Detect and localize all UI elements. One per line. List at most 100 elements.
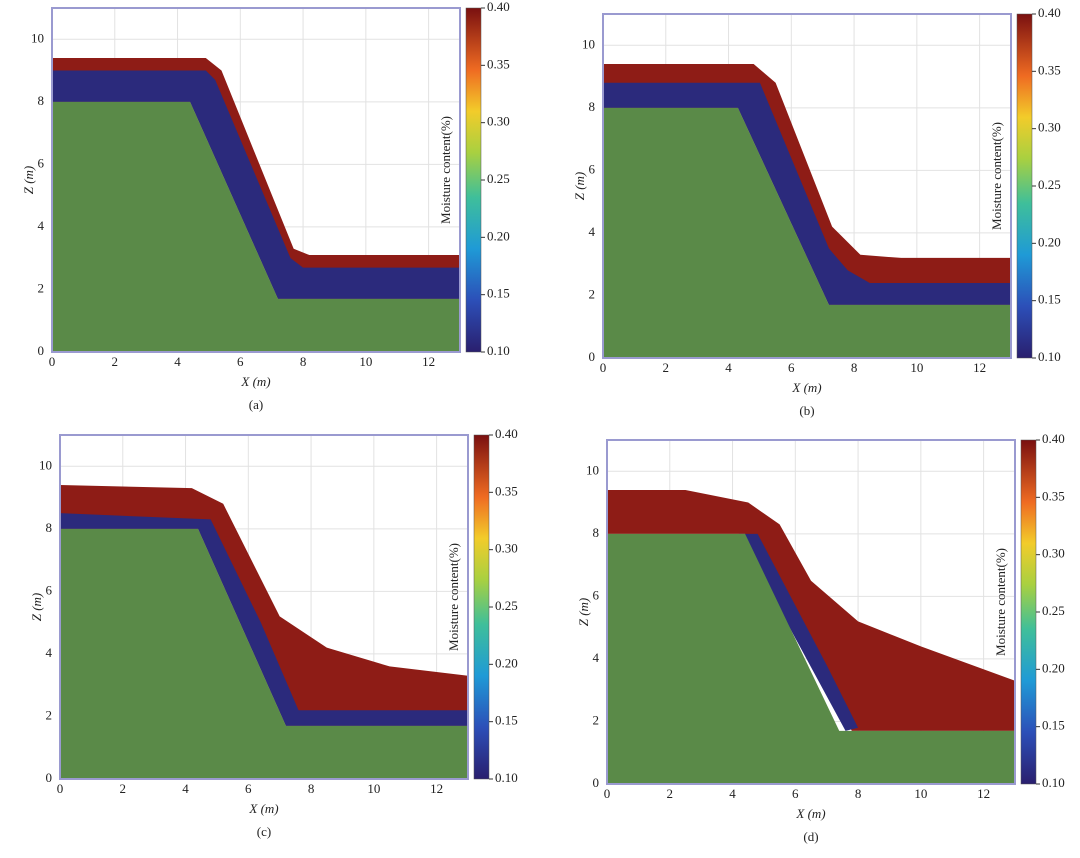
colorbar-tick-label: 0.20 [487,228,510,243]
panel-label: (b) [799,403,814,418]
colorbar-tick-label: 0.10 [1042,775,1065,790]
panel-label: (a) [249,397,263,412]
x-tick-label: 2 [663,360,670,375]
x-tick-label: 4 [182,781,189,796]
colorbar-tick-label: 0.25 [495,598,518,613]
colorbar-tick-label: 0.35 [495,483,518,498]
colorbar-tick-label: 0.15 [495,713,518,728]
colorbar-tick-label: 0.20 [1042,660,1065,675]
colorbar-tick-label: 0.30 [1038,120,1061,135]
colorbar [1020,439,1037,785]
moisture-region [52,70,460,299]
colorbar-tick-label: 0.25 [1038,177,1061,192]
x-tick-label: 8 [308,781,315,796]
x-tick-label: 0 [57,781,64,796]
y-tick-label: 10 [31,30,44,45]
colorbar-label: Moisture content(%) [438,116,453,224]
colorbar-label: Moisture content(%) [989,122,1004,230]
y-tick-label: 10 [39,457,52,472]
y-tick-label: 2 [38,280,45,295]
x-axis-label: X (m) [240,374,270,389]
x-tick-label: 8 [300,354,307,369]
y-tick-label: 8 [593,525,600,540]
x-tick-label: 2 [120,781,127,796]
colorbar-tick-label: 0.35 [1038,62,1061,77]
colorbar-tick-label: 0.40 [487,0,510,14]
moisture-region [607,490,1015,731]
colorbar-tick-label: 0.25 [487,171,510,186]
x-tick-label: 10 [367,781,380,796]
moisture-region [607,533,1015,784]
y-axis-label: Z (m) [576,598,591,627]
colorbar [473,434,490,780]
y-tick-label: 0 [593,775,600,790]
colorbar-tick-label: 0.35 [1042,488,1065,503]
y-tick-label: 4 [589,224,596,239]
y-tick-label: 2 [46,707,53,722]
x-tick-label: 10 [914,786,927,801]
y-tick-label: 2 [589,286,596,301]
y-axis-label: Z (m) [29,593,44,622]
y-tick-label: 6 [593,587,600,602]
panel: 0 2 4 6 8 10 12 0 2 4 6 8 10 X (m) Z (m) (a) 0.10 0.15 0.2… [21,0,510,412]
moisture-region [603,64,1011,305]
colorbar-tick-label: 0.40 [495,426,518,441]
plot-frame [51,7,461,353]
x-tick-label: 0 [600,360,607,375]
panel-label: (d) [803,829,818,844]
y-tick-label: 6 [589,161,596,176]
moisture-region [60,528,468,779]
x-tick-label: 0 [49,354,56,369]
x-axis-label: X (m) [795,806,825,821]
plot-frame [602,13,1012,359]
y-axis-label: Z (m) [21,166,36,195]
colorbar-tick-label: 0.20 [1038,234,1061,249]
y-tick-label: 8 [589,99,596,114]
x-tick-label: 12 [973,360,986,375]
colorbar-tick-label: 0.15 [1042,718,1065,733]
y-tick-label: 0 [46,770,53,785]
moisture-region [603,107,1011,359]
colorbar-tick-label: 0.30 [1042,546,1065,561]
x-tick-label: 12 [430,781,443,796]
x-tick-label: 10 [359,354,372,369]
moisture-region [60,485,468,726]
x-tick-label: 12 [977,786,990,801]
y-tick-label: 2 [593,712,600,727]
colorbar-tick-label: 0.10 [487,343,510,358]
x-tick-label: 8 [851,360,858,375]
colorbar-label: Moisture content(%) [993,548,1008,656]
y-tick-label: 10 [582,36,595,51]
colorbar-tick-label: 0.40 [1038,5,1061,20]
x-axis-label: X (m) [791,380,821,395]
panel: 0 2 4 6 8 10 12 0 2 4 6 8 10 X (m) Z (m) (c) 0.10 0.15 0.2… [29,426,518,839]
moisture-region [603,82,1011,305]
colorbar [1016,13,1033,359]
x-tick-label: 12 [422,354,435,369]
colorbar-tick-label: 0.10 [1038,349,1061,364]
colorbar [465,7,482,353]
y-tick-label: 4 [593,650,600,665]
panel: 0 2 4 6 8 10 12 0 2 4 6 8 10 X (m) Z (m) (b) 0.10 0.15 0.2… [572,5,1061,418]
x-tick-label: 4 [174,354,181,369]
x-tick-label: 6 [788,360,795,375]
x-tick-label: 2 [667,786,674,801]
colorbar-label: Moisture content(%) [446,543,461,651]
x-tick-label: 0 [604,786,611,801]
y-tick-label: 4 [38,218,45,233]
x-tick-label: 10 [910,360,923,375]
colorbar-tick-label: 0.30 [495,541,518,556]
x-axis-label: X (m) [248,801,278,816]
panel: 0 2 4 6 8 10 12 0 2 4 6 8 10 X (m) Z (m) (d) 0.10 0.15 0.2… [576,431,1065,844]
y-tick-label: 4 [46,645,53,660]
colorbar-tick-label: 0.40 [1042,431,1065,446]
colorbar-tick-label: 0.20 [495,655,518,670]
moisture-region [52,101,460,353]
y-tick-label: 0 [589,349,596,364]
x-tick-label: 4 [725,360,732,375]
x-tick-label: 4 [729,786,736,801]
colorbar-tick-label: 0.15 [1038,292,1061,307]
x-tick-label: 6 [792,786,799,801]
y-tick-label: 8 [46,520,53,535]
